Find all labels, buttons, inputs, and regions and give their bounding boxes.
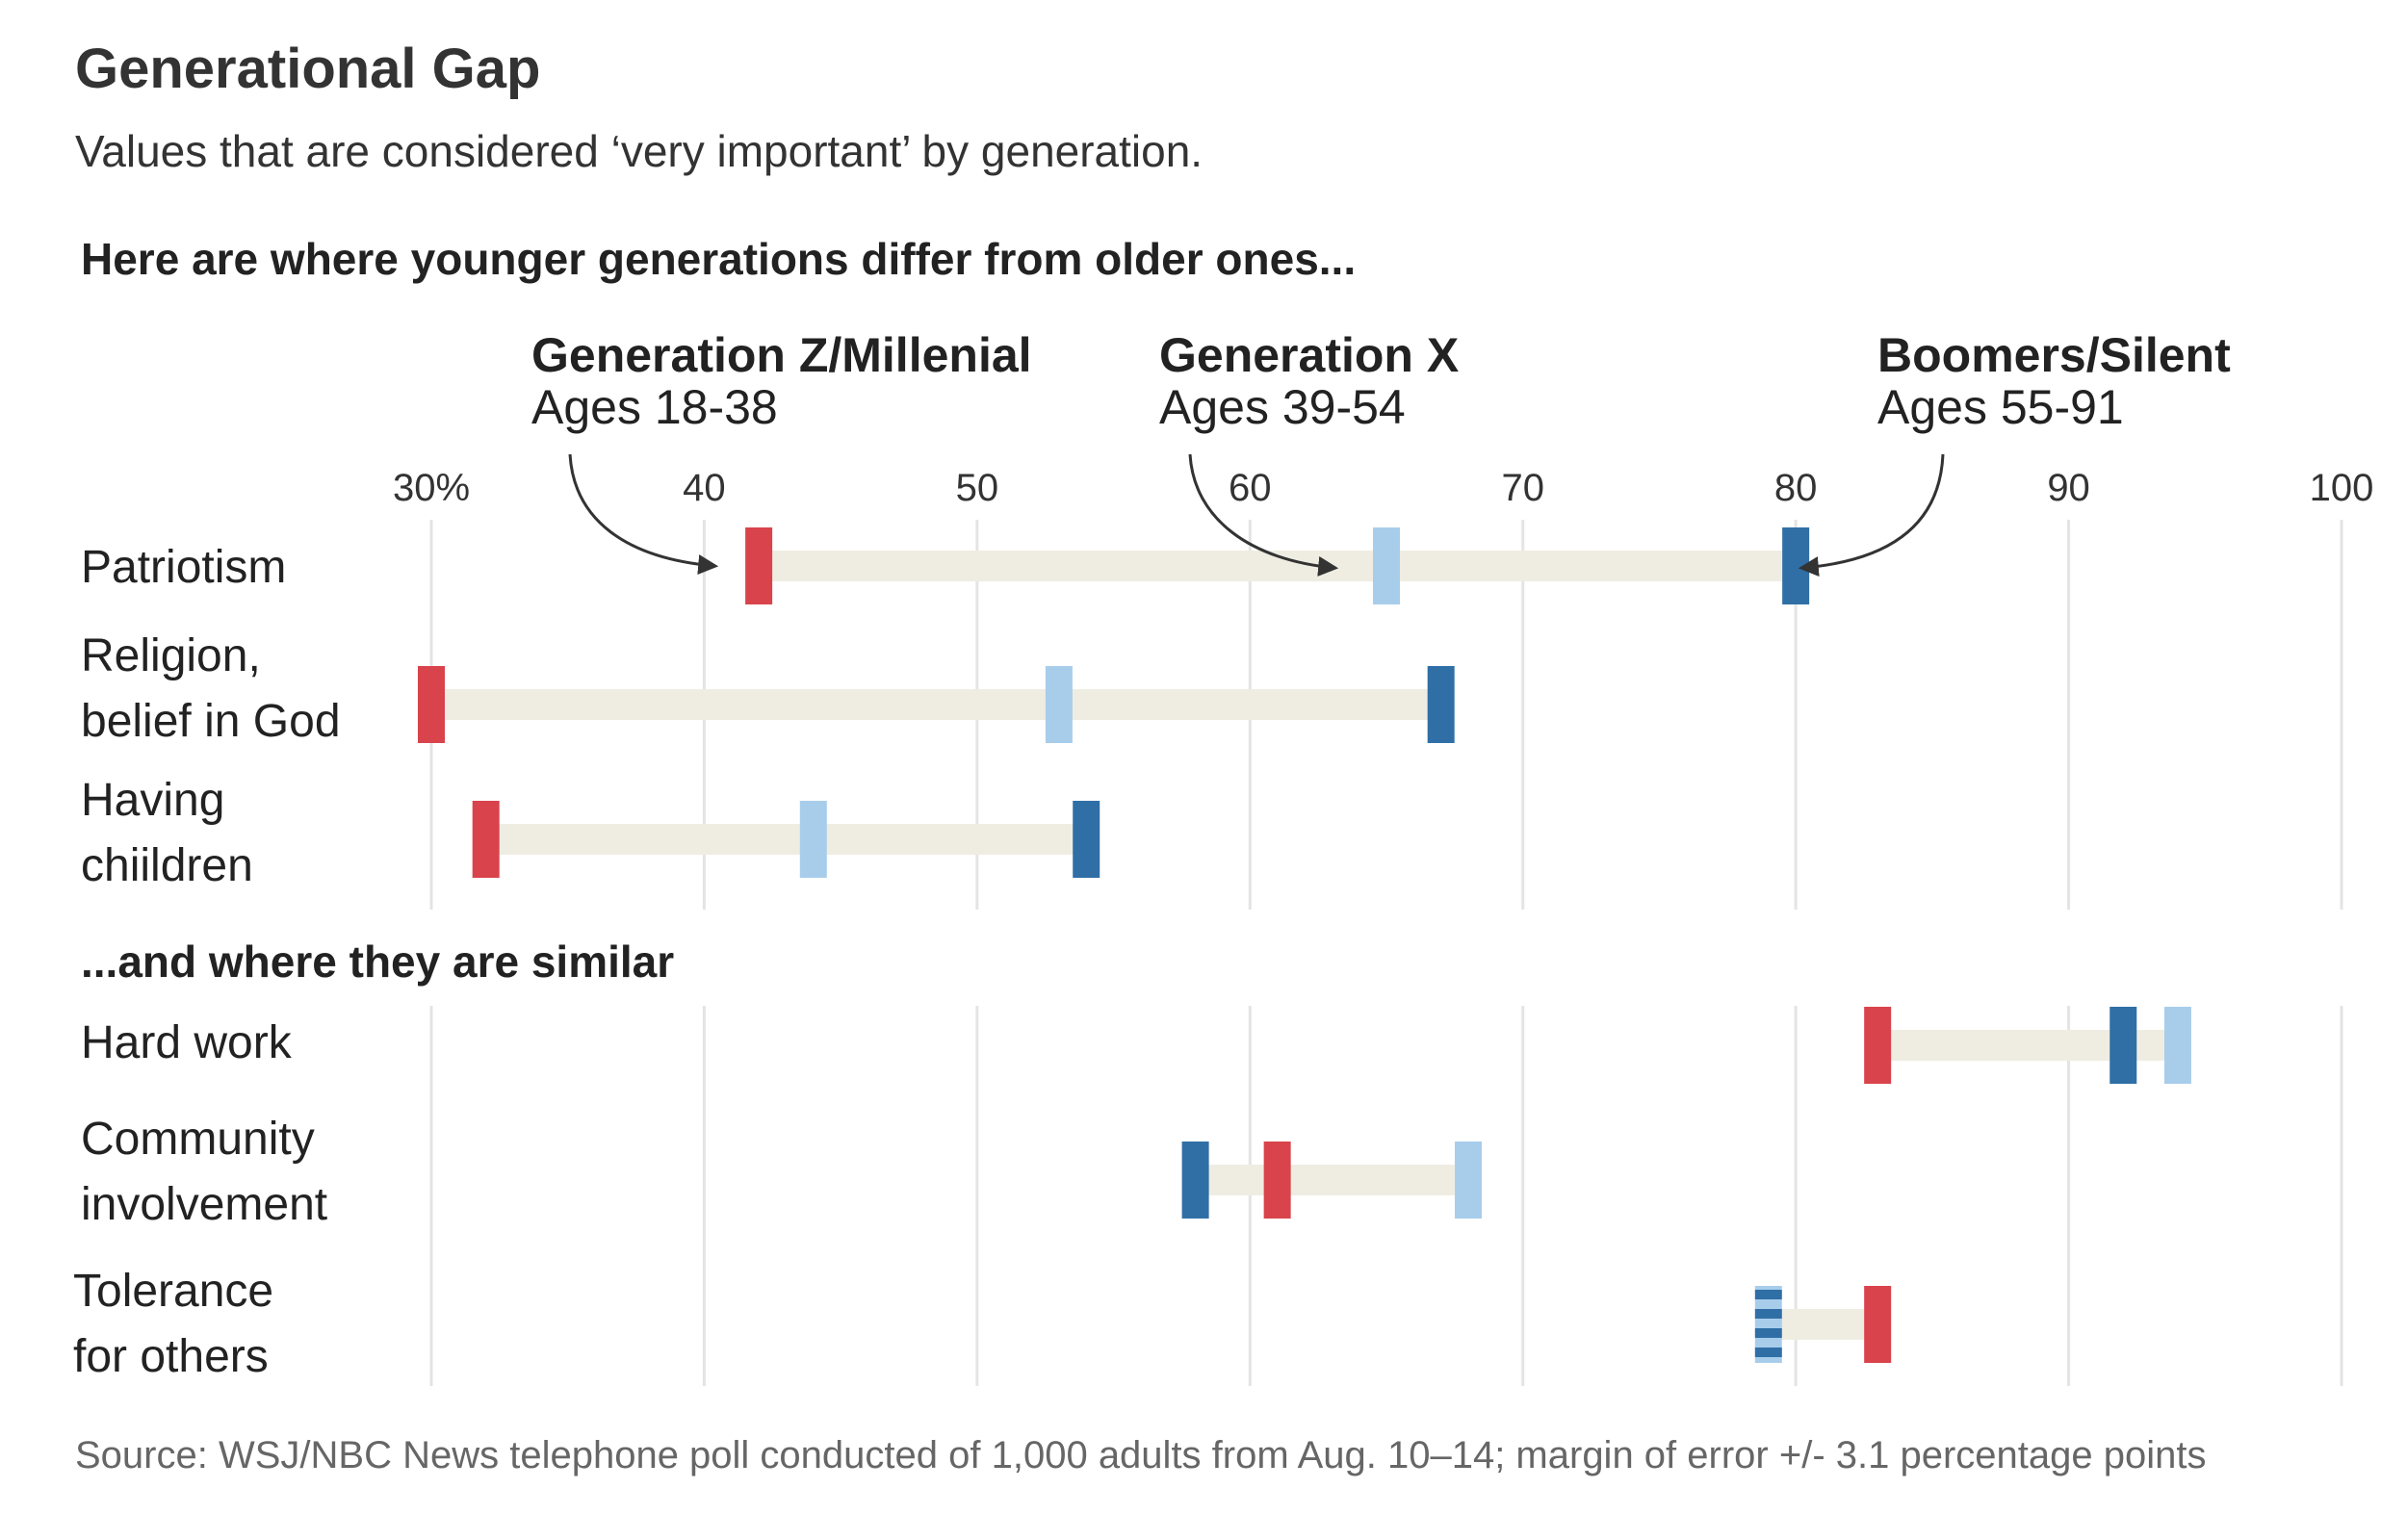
row-label-line: involvement (81, 1179, 328, 1230)
row-label-line: Hard work (81, 1017, 292, 1068)
chart-title: Generational Gap (75, 38, 541, 100)
marker-generation-x (1455, 1142, 1483, 1219)
x-tick-label: 70 (1501, 467, 1544, 509)
legend-boomers-name: Boomers/Silent (1877, 328, 2231, 382)
marker-boomers-silent (1427, 666, 1455, 743)
gridlines (429, 520, 2343, 1386)
arrow-gen-x (1188, 453, 1339, 577)
marker-generation-z-millenial (472, 801, 500, 878)
row-label-line: Community (81, 1114, 315, 1165)
range-band (485, 824, 1087, 855)
source-note: Source: WSJ/NBC News telephone poll cond… (75, 1434, 2207, 1476)
x-tick-label: 90 (2047, 467, 2090, 509)
legend-gen-x: Generation X Ages 39-54 (1159, 329, 1459, 433)
row-label-religion: Religion, belief in God (81, 624, 341, 755)
marker-generation-z-millenial (418, 666, 445, 743)
marker-generation-z-millenial (1263, 1142, 1291, 1219)
legend-gen-z-name: Generation Z/Millenial (531, 328, 1032, 382)
range-band (431, 689, 1441, 720)
legend-gen-z-millenial: Generation Z/Millenial Ages 18-38 (531, 329, 1032, 433)
x-axis-ticks: 30% 40 50 60 70 80 90 100 (393, 467, 2373, 509)
row-label-having-children: Having chiildren (81, 768, 253, 899)
marker-generation-x (1373, 527, 1400, 604)
marker-generation-x (799, 801, 827, 878)
row-label-line: for others (73, 1331, 269, 1382)
marker-boomers-silent (2109, 1007, 2137, 1084)
marker-generation-z-millenial (1864, 1007, 1892, 1084)
marker-generation-x (1045, 666, 1073, 743)
marker-boomers-silent (1181, 1142, 1209, 1219)
legend-gen-x-name: Generation X (1159, 328, 1460, 382)
section-label-similar: ...and where they are similar (81, 937, 675, 987)
marker-boomers-silent (1782, 527, 1810, 604)
row-label-line: chiildren (81, 840, 253, 891)
legend-boomers-ages: Ages 55-91 (1877, 380, 2124, 434)
row-label-tolerance: Tolerance for others (73, 1259, 273, 1390)
arrow-gen-z (568, 453, 719, 575)
row-label-hard-work: Hard work (81, 1011, 292, 1076)
row-label-line: belief in God (81, 696, 341, 747)
row-label-patriotism: Patriotism (81, 535, 286, 601)
x-tick-label: 50 (956, 467, 999, 509)
range-band (1195, 1165, 1469, 1195)
marker-generation-z-millenial (1864, 1286, 1892, 1363)
x-tick-label: 30% (393, 467, 470, 509)
x-tick-label: 40 (683, 467, 726, 509)
marker-boomers-silent (1754, 1286, 1782, 1363)
row-label-line: Patriotism (81, 542, 287, 593)
x-tick-label: 100 (2310, 467, 2374, 509)
marker-generation-x (2163, 1007, 2191, 1084)
row-label-line: Having (81, 775, 225, 826)
x-tick-label: 60 (1229, 467, 1272, 509)
chart-subtitle: Values that are considered ‘very importa… (75, 126, 1204, 176)
row-label-community: Community involvement (81, 1107, 327, 1238)
row-label-line: Tolerance (73, 1266, 274, 1317)
arrow-boomers (1798, 453, 1945, 578)
legend-boomers-silent: Boomers/Silent Ages 55-91 (1877, 329, 2231, 433)
row-label-line: Religion, (81, 630, 261, 681)
section-label-differ: Here are where younger generations diffe… (81, 234, 1357, 284)
marker-generation-z-millenial (745, 527, 773, 604)
data-marks (418, 527, 2191, 1363)
x-tick-label: 80 (1774, 467, 1818, 509)
legend-arrows (568, 453, 1945, 578)
marker-boomers-silent (1073, 801, 1100, 878)
range-band (1768, 1309, 1878, 1340)
legend-gen-x-ages: Ages 39-54 (1159, 380, 1406, 434)
legend-gen-z-ages: Ages 18-38 (531, 380, 778, 434)
